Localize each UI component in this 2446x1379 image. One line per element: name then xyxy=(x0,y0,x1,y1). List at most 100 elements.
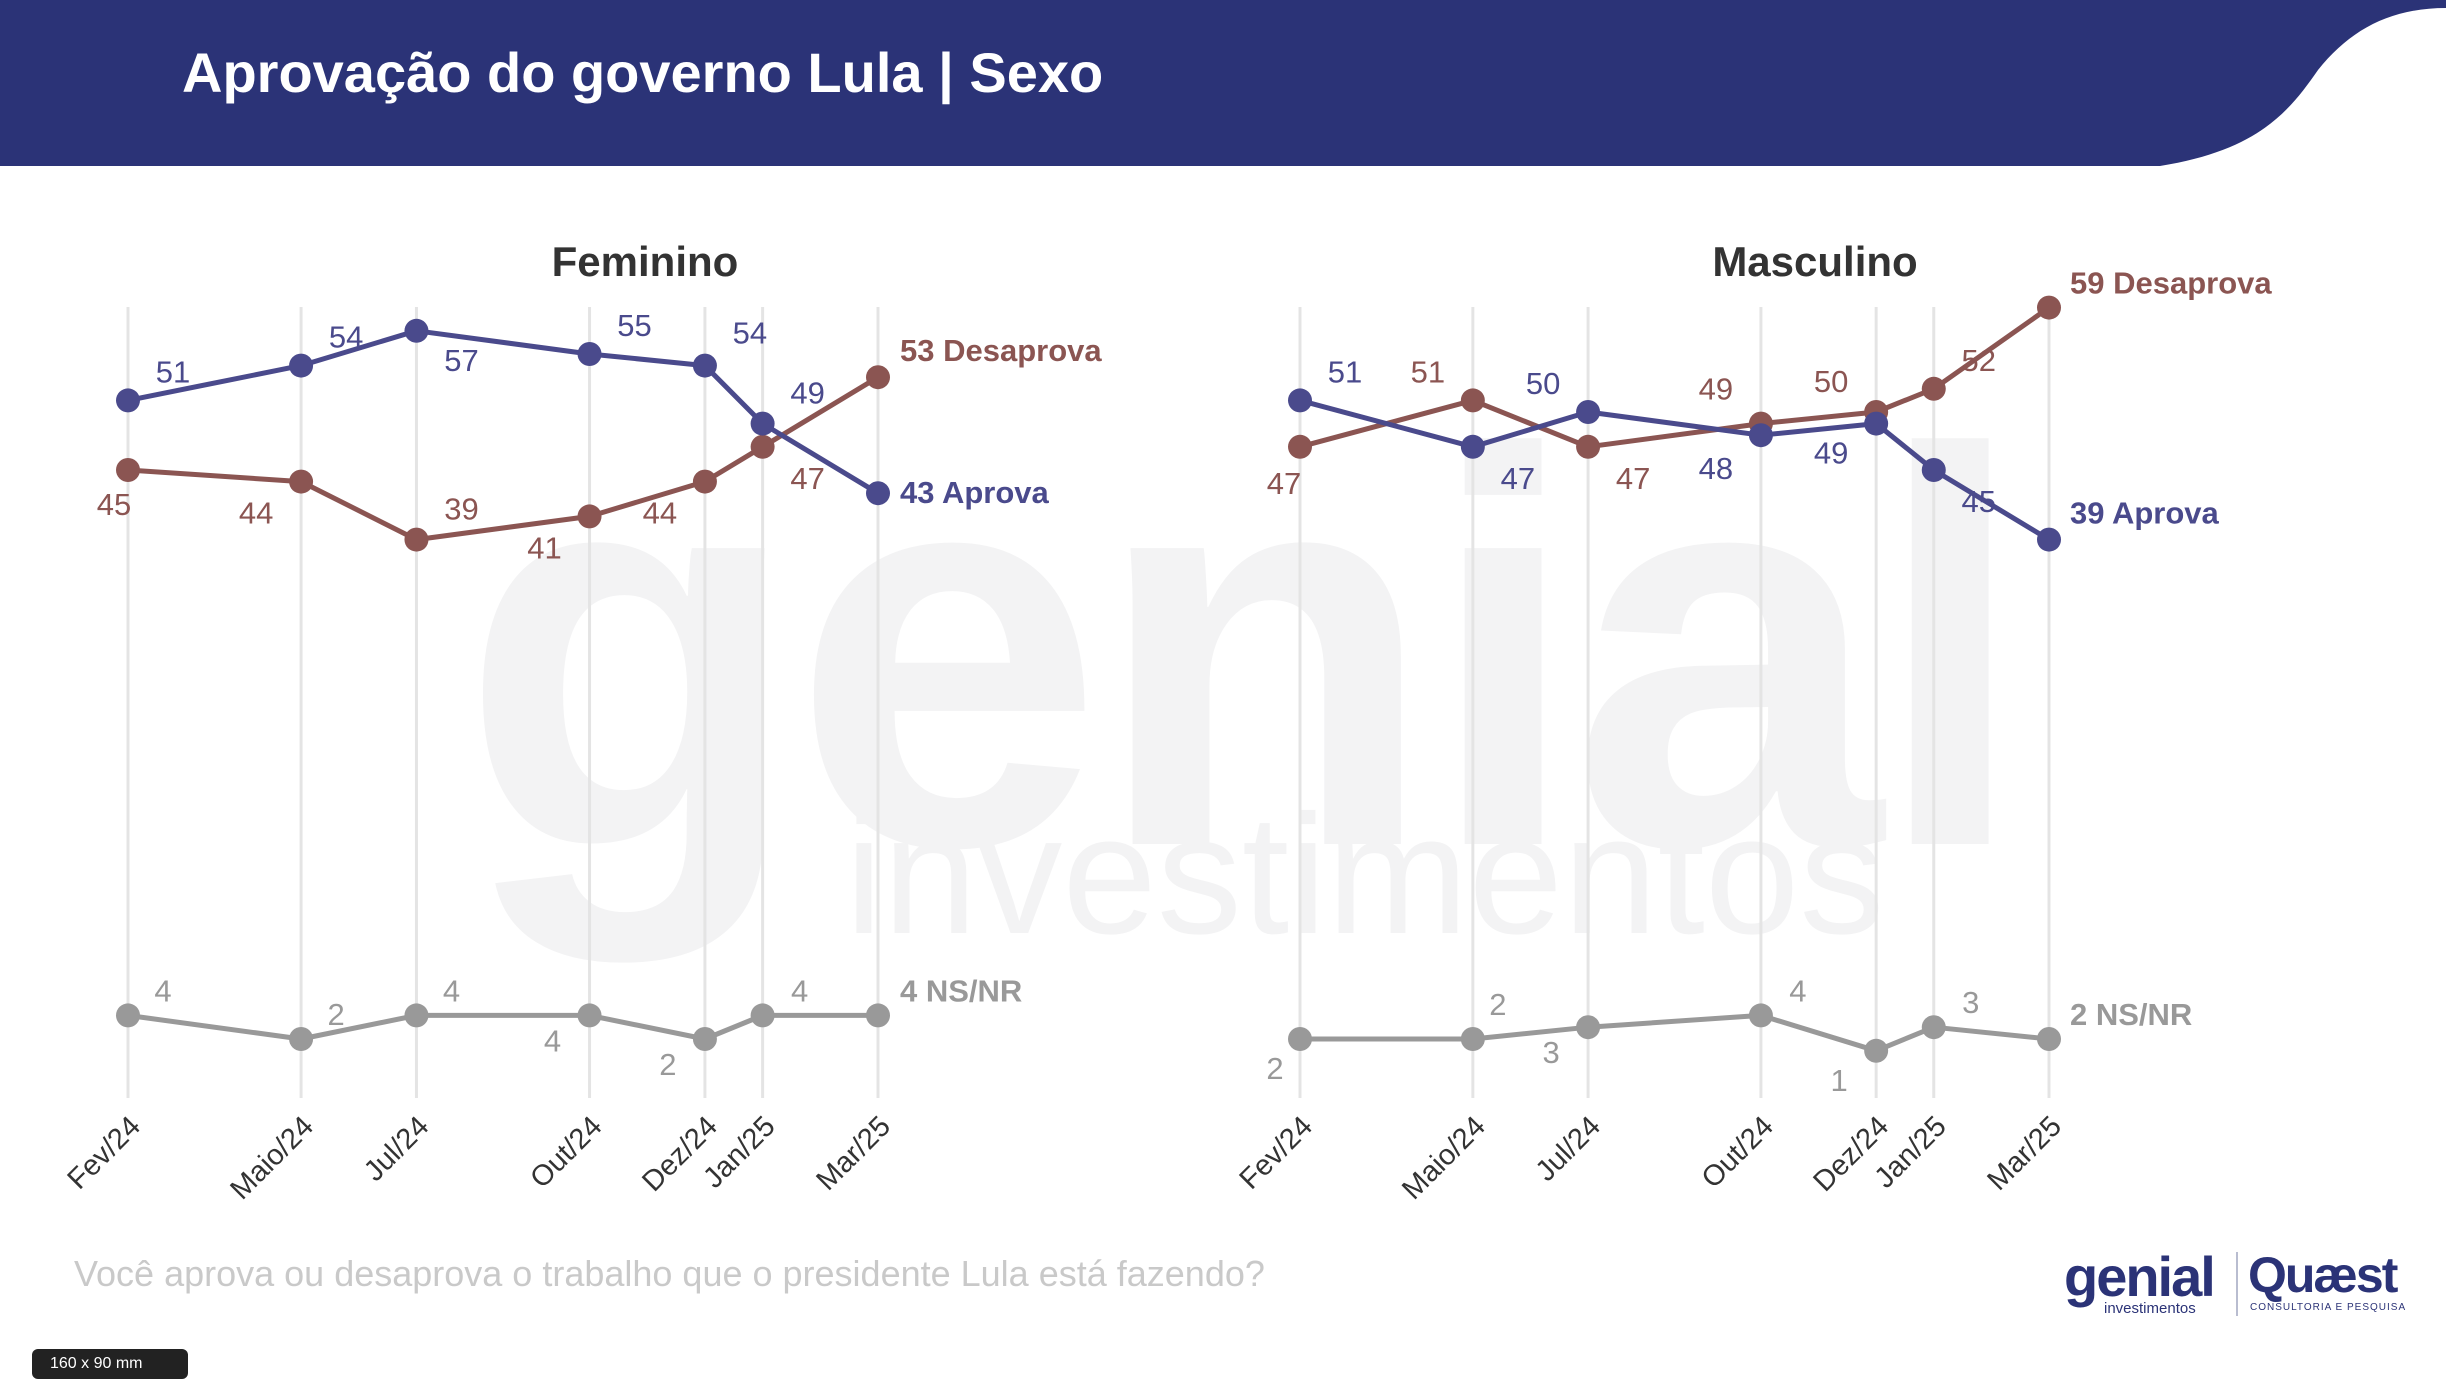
data-point-nsnr xyxy=(2037,1027,2061,1051)
header-shape xyxy=(0,0,2446,166)
x-tick-label: Out/24 xyxy=(1696,1110,1780,1194)
data-point-nsnr xyxy=(1921,1015,1946,1040)
data-label-nsnr: 2 xyxy=(1489,987,1506,1022)
data-label-desaprova: 49 xyxy=(1699,372,1733,407)
chart-title: Feminino xyxy=(552,238,739,285)
header-bar: Aprovação do governo Lula | Sexo xyxy=(0,0,2446,166)
data-label-nsnr: 4 xyxy=(791,973,808,1008)
data-point-nsnr xyxy=(1576,1015,1601,1040)
data-point-aprova xyxy=(116,388,140,413)
data-label-nsnr: 4 xyxy=(544,1023,561,1058)
data-point-aprova xyxy=(1460,434,1485,459)
data-point-desaprova xyxy=(866,365,890,390)
data-label-desaprova: 47 xyxy=(790,461,824,496)
data-point-nsnr xyxy=(289,1027,314,1051)
data-label-nsnr: 2 xyxy=(1266,1051,1283,1086)
data-point-aprova xyxy=(2037,527,2061,552)
x-tick-label: Maio/24 xyxy=(1396,1110,1492,1206)
data-point-nsnr xyxy=(1864,1038,1889,1063)
data-label-nsnr: 2 xyxy=(659,1047,676,1082)
data-point-desaprova xyxy=(116,458,140,482)
x-tick-label: Out/24 xyxy=(524,1110,608,1194)
data-label-aprova: 45 xyxy=(1962,484,1996,519)
data-point-desaprova xyxy=(1576,434,1601,459)
data-label-nsnr: 1 xyxy=(1831,1063,1848,1098)
x-tick-label: Mar/25 xyxy=(1981,1110,2067,1196)
data-label-nsnr: 3 xyxy=(1962,985,1979,1020)
data-label-aprova: 50 xyxy=(1526,366,1560,401)
size-badge-label: 160 x 90 mm xyxy=(50,1355,143,1372)
data-label-aprova: 57 xyxy=(444,343,478,378)
data-label-aprova: 49 xyxy=(1814,436,1848,471)
x-tick-label: Mar/25 xyxy=(810,1110,896,1196)
data-point-aprova xyxy=(1576,400,1601,424)
data-label-aprova: 55 xyxy=(617,308,651,343)
genial-logo: genial xyxy=(2064,1245,2216,1308)
data-point-nsnr xyxy=(692,1027,717,1051)
data-point-desaprova xyxy=(1288,434,1312,459)
data-point-aprova xyxy=(289,353,314,378)
series-end-label-desaprova: 53 Desaprova xyxy=(900,333,1102,368)
data-point-aprova xyxy=(1748,423,1773,448)
data-point-desaprova xyxy=(2037,295,2061,320)
data-label-aprova: 49 xyxy=(790,376,824,411)
data-point-nsnr xyxy=(866,1003,890,1028)
data-point-aprova xyxy=(1864,411,1889,436)
data-label-desaprova: 52 xyxy=(1962,343,1996,378)
data-label-desaprova: 45 xyxy=(97,487,131,522)
data-point-desaprova xyxy=(289,469,314,494)
data-label-nsnr: 4 xyxy=(154,973,171,1008)
data-point-aprova xyxy=(692,353,717,378)
data-point-aprova xyxy=(1288,388,1312,413)
series-end-label-nsnr: 2 NS/NR xyxy=(2070,997,2192,1032)
data-label-aprova: 54 xyxy=(733,316,767,351)
page-title: Aprovação do governo Lula | Sexo xyxy=(182,41,1104,104)
data-point-nsnr xyxy=(1748,1003,1773,1028)
x-tick-label: Fev/24 xyxy=(1234,1110,1319,1195)
size-badge: 160 x 90 mm xyxy=(32,1349,188,1379)
data-label-nsnr: 4 xyxy=(443,973,460,1008)
data-label-desaprova: 51 xyxy=(1411,354,1445,389)
data-point-nsnr xyxy=(404,1003,429,1028)
data-point-nsnr xyxy=(1288,1027,1312,1051)
data-label-desaprova: 50 xyxy=(1814,364,1848,399)
data-label-aprova: 54 xyxy=(329,320,363,355)
data-point-aprova xyxy=(750,411,775,436)
data-point-nsnr xyxy=(116,1003,140,1028)
data-point-aprova xyxy=(866,481,890,506)
series-end-label-aprova: 43 Aprova xyxy=(900,475,1050,510)
data-label-aprova: 47 xyxy=(1501,461,1535,496)
data-point-nsnr xyxy=(750,1003,775,1028)
data-label-aprova: 48 xyxy=(1699,451,1733,486)
series-end-label-aprova: 39 Aprova xyxy=(2070,496,2220,531)
data-point-desaprova xyxy=(1460,388,1485,413)
data-label-desaprova: 44 xyxy=(643,496,677,531)
series-end-label-desaprova: 59 Desaprova xyxy=(2070,266,2272,301)
genial-logo-sub: investimentos xyxy=(2104,1300,2196,1317)
quaest-logo: Quæst xyxy=(2248,1247,2398,1303)
data-label-desaprova: 41 xyxy=(527,530,561,565)
data-point-desaprova xyxy=(692,469,717,494)
header-background xyxy=(0,0,2446,166)
data-label-desaprova: 39 xyxy=(444,492,478,527)
data-point-desaprova xyxy=(1921,376,1946,401)
data-point-aprova xyxy=(1921,458,1946,482)
survey-question: Você aprova ou desaprova o trabalho que … xyxy=(74,1253,1265,1294)
data-point-nsnr xyxy=(1460,1027,1485,1051)
data-label-aprova: 51 xyxy=(1328,354,1362,389)
data-point-desaprova xyxy=(750,434,775,459)
data-label-nsnr: 4 xyxy=(1789,973,1806,1008)
data-point-nsnr xyxy=(577,1003,602,1028)
data-point-aprova xyxy=(577,342,602,366)
data-label-nsnr: 2 xyxy=(327,997,344,1032)
x-tick-label: Fev/24 xyxy=(62,1110,147,1195)
series-end-label-nsnr: 4 NS/NR xyxy=(900,973,1022,1008)
x-tick-label: Jul/24 xyxy=(358,1110,435,1187)
logo-divider xyxy=(2236,1252,2238,1316)
logos: genial investimentos Quæst CONSULTORIA E… xyxy=(2060,1245,2430,1320)
data-label-aprova: 51 xyxy=(156,354,190,389)
data-point-aprova xyxy=(404,318,429,343)
data-label-nsnr: 3 xyxy=(1542,1035,1559,1070)
x-tick-label: Maio/24 xyxy=(224,1110,320,1206)
